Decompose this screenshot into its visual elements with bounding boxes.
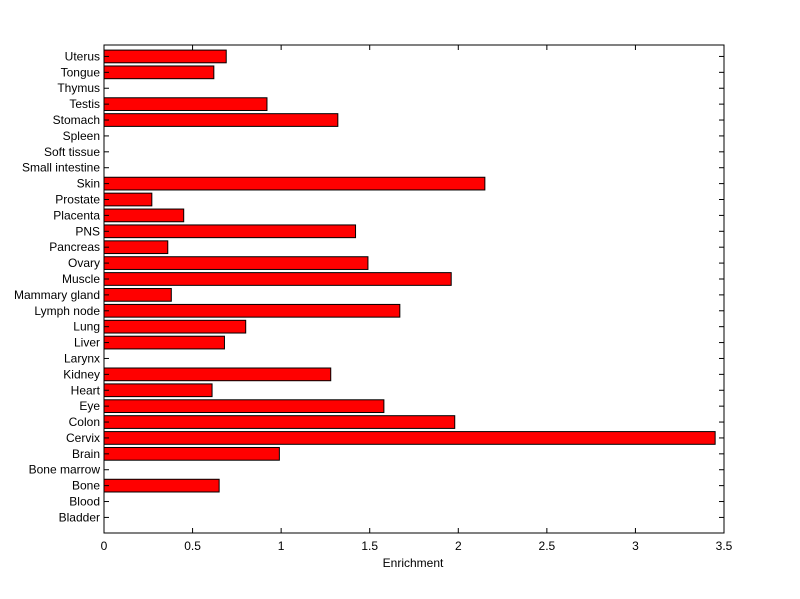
bar (103, 224, 357, 239)
bar (103, 113, 339, 127)
x-tick-label: 1 (278, 539, 285, 553)
bar (103, 256, 369, 270)
x-tick-label: 3.5 (716, 539, 733, 553)
y-tick-label: Placenta (53, 208, 100, 222)
y-tick-label: Stomach (53, 113, 100, 127)
plot-frame (103, 44, 725, 534)
y-tick-label: Tongue (61, 65, 101, 79)
bar (103, 367, 332, 382)
bar (103, 176, 486, 191)
x-tick-label: 0 (101, 539, 108, 553)
bar (103, 208, 185, 223)
y-tick-label: Spleen (63, 129, 100, 143)
y-tick-label: Prostate (55, 193, 100, 207)
y-tick-label: Cervix (66, 431, 100, 445)
bar (103, 319, 247, 334)
y-tick-label: Soft tissue (44, 145, 100, 159)
bar (103, 192, 153, 207)
bar (103, 335, 225, 350)
bar (103, 65, 215, 80)
y-tick-label: Muscle (62, 272, 100, 286)
bar (103, 288, 172, 302)
x-tick-label: 2.5 (539, 539, 556, 553)
y-tick-label: Brain (72, 447, 100, 461)
x-tick-label: 2 (455, 539, 462, 553)
y-tick-label: Eye (79, 399, 100, 413)
y-tick-label: Testis (69, 97, 100, 111)
y-tick-label: Liver (74, 336, 100, 350)
bar (103, 415, 456, 429)
y-tick-label: PNS (75, 224, 100, 238)
x-tick-label: 0.5 (184, 539, 201, 553)
bar (103, 49, 227, 64)
bar (103, 303, 401, 318)
y-tick-label: Bone (72, 479, 100, 493)
y-tick-label: Skin (77, 177, 100, 191)
y-tick-label: Larynx (64, 351, 100, 365)
y-tick-label: Heart (71, 383, 101, 397)
y-tick-label: Mammary gland (14, 288, 100, 302)
x-tick-label: 3 (632, 539, 639, 553)
y-tick-label: Kidney (63, 367, 100, 381)
y-tick-label: Thymus (57, 81, 100, 95)
bar (103, 399, 385, 414)
y-tick-label: Bone marrow (29, 463, 101, 477)
bar (103, 446, 280, 461)
y-tick-label: Uterus (65, 49, 100, 63)
bars-group (103, 49, 716, 493)
x-tick-label: 1.5 (361, 539, 378, 553)
bar (103, 97, 268, 111)
y-tick-label: Pancreas (49, 240, 100, 254)
y-tick-label: Bladder (59, 510, 100, 524)
y-tick-label: Small intestine (22, 161, 100, 175)
y-tick-label: Ovary (68, 256, 100, 270)
x-axis-label: Enrichment (383, 556, 444, 570)
bar (103, 478, 220, 493)
y-tick-label: Lymph node (34, 304, 100, 318)
bar (103, 272, 452, 286)
y-tick-label: Colon (69, 415, 100, 429)
bar (103, 383, 213, 398)
y-tick-label: Lung (73, 320, 100, 334)
y-tick-label: Blood (69, 495, 100, 509)
x-ticks-group: 0 0.5 1 1.5 2 2.5 3 3.5 (101, 45, 733, 553)
bar (103, 431, 716, 445)
bar (103, 240, 169, 255)
